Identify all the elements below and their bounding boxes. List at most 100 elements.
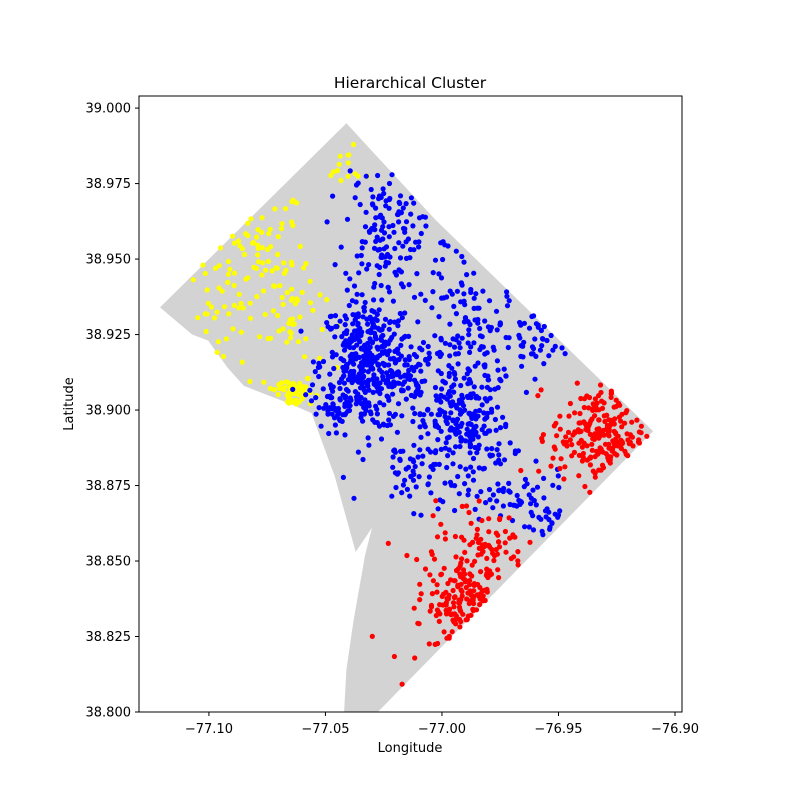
scatter-point bbox=[343, 363, 349, 370]
scatter-point bbox=[473, 429, 479, 435]
scatter-point bbox=[402, 357, 408, 363]
scatter-point bbox=[423, 223, 429, 229]
scatter-point bbox=[366, 442, 372, 448]
scatter-point bbox=[436, 461, 442, 467]
scatter-point bbox=[538, 387, 544, 393]
scatter-point bbox=[434, 582, 440, 588]
scatter-point bbox=[619, 424, 625, 430]
scatter-point bbox=[451, 604, 457, 610]
scatter-point bbox=[341, 347, 348, 353]
scatter-point bbox=[464, 558, 470, 564]
scatter-point bbox=[386, 410, 392, 416]
x-tick-label: −77.05 bbox=[301, 722, 349, 737]
scatter-point bbox=[555, 473, 561, 479]
scatter-point bbox=[521, 320, 528, 326]
scatter-point bbox=[436, 314, 442, 320]
scatter-point bbox=[592, 413, 598, 419]
scatter-point bbox=[622, 448, 628, 454]
scatter-point bbox=[279, 294, 285, 300]
scatter-point bbox=[275, 251, 281, 258]
x-tick-label: −76.90 bbox=[651, 722, 699, 737]
scatter-point bbox=[390, 454, 396, 460]
scatter-point bbox=[290, 316, 296, 322]
scatter-point bbox=[376, 271, 382, 278]
scatter-point bbox=[397, 310, 403, 317]
scatter-point bbox=[297, 243, 303, 249]
scatter-point bbox=[276, 328, 282, 334]
scatter-point bbox=[247, 315, 254, 321]
scatter-point bbox=[384, 352, 391, 358]
scatter-point bbox=[492, 416, 498, 423]
scatter-point bbox=[484, 414, 490, 421]
scatter-point bbox=[506, 515, 512, 521]
scatter-point bbox=[536, 514, 542, 521]
scatter-point bbox=[372, 222, 378, 228]
scatter-point bbox=[442, 536, 448, 542]
scatter-point bbox=[539, 435, 545, 441]
scatter-point bbox=[615, 433, 621, 439]
scatter-point bbox=[411, 200, 417, 206]
scatter-point bbox=[365, 369, 371, 375]
scatter-point bbox=[402, 310, 408, 316]
scatter-point bbox=[446, 434, 452, 440]
scatter-point bbox=[251, 264, 257, 270]
scatter-point bbox=[387, 319, 393, 326]
scatter-point bbox=[624, 431, 630, 437]
scatter-point bbox=[597, 382, 604, 388]
scatter-point bbox=[455, 473, 461, 480]
scatter-point bbox=[459, 503, 465, 509]
scatter-point bbox=[463, 584, 469, 591]
scatter-point bbox=[418, 434, 424, 440]
scatter-point bbox=[473, 291, 479, 297]
scatter-point bbox=[561, 476, 567, 482]
scatter-point bbox=[479, 384, 485, 390]
scatter-point bbox=[313, 411, 319, 417]
scatter-point bbox=[437, 349, 443, 355]
scatter-point bbox=[386, 224, 392, 230]
scatter-point bbox=[190, 277, 196, 283]
scatter-point bbox=[462, 315, 469, 321]
scatter-point bbox=[460, 403, 467, 409]
scatter-point bbox=[259, 229, 265, 235]
scatter-point bbox=[477, 333, 483, 339]
scatter-point bbox=[317, 292, 323, 298]
scatter-point bbox=[442, 379, 448, 385]
scatter-point bbox=[592, 470, 598, 476]
scatter-point bbox=[477, 601, 483, 608]
scatter-point bbox=[397, 193, 404, 199]
scatter-point bbox=[445, 580, 451, 587]
scatter-point bbox=[330, 169, 336, 175]
scatter-point bbox=[332, 422, 338, 428]
scatter-point bbox=[565, 429, 572, 435]
scatter-point bbox=[404, 552, 410, 559]
scatter-point bbox=[400, 448, 406, 454]
y-tick-label: 38.850 bbox=[86, 555, 132, 570]
scatter-point bbox=[330, 401, 336, 407]
scatter-point bbox=[466, 420, 473, 427]
scatter-point bbox=[377, 400, 383, 406]
scatter-point bbox=[342, 403, 348, 409]
scatter-point bbox=[560, 439, 566, 445]
scatter-point bbox=[613, 403, 619, 410]
scatter-point bbox=[417, 581, 423, 587]
scatter-point bbox=[415, 454, 421, 460]
scatter-point bbox=[455, 351, 461, 357]
scatter-point bbox=[443, 602, 449, 608]
scatter-point bbox=[418, 368, 424, 374]
scatter-point bbox=[400, 482, 406, 488]
scatter-point bbox=[430, 513, 436, 519]
scatter-point bbox=[369, 340, 375, 346]
scatter-point bbox=[438, 399, 444, 405]
scatter-point bbox=[518, 353, 524, 359]
scatter-point bbox=[280, 386, 286, 392]
scatter-point bbox=[245, 275, 251, 281]
scatter-point bbox=[471, 270, 477, 276]
scatter-point bbox=[442, 480, 448, 486]
scatter-point bbox=[370, 417, 376, 423]
scatter-point bbox=[318, 423, 324, 429]
scatter-point bbox=[546, 353, 552, 359]
scatter-point bbox=[493, 308, 500, 314]
scatter-point bbox=[294, 296, 300, 302]
scatter-point bbox=[324, 320, 330, 326]
scatter-point bbox=[440, 239, 446, 245]
